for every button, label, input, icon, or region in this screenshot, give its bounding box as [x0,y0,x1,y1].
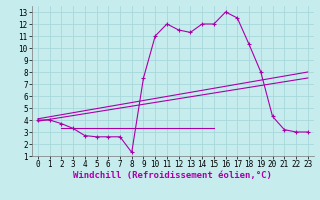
X-axis label: Windchill (Refroidissement éolien,°C): Windchill (Refroidissement éolien,°C) [73,171,272,180]
